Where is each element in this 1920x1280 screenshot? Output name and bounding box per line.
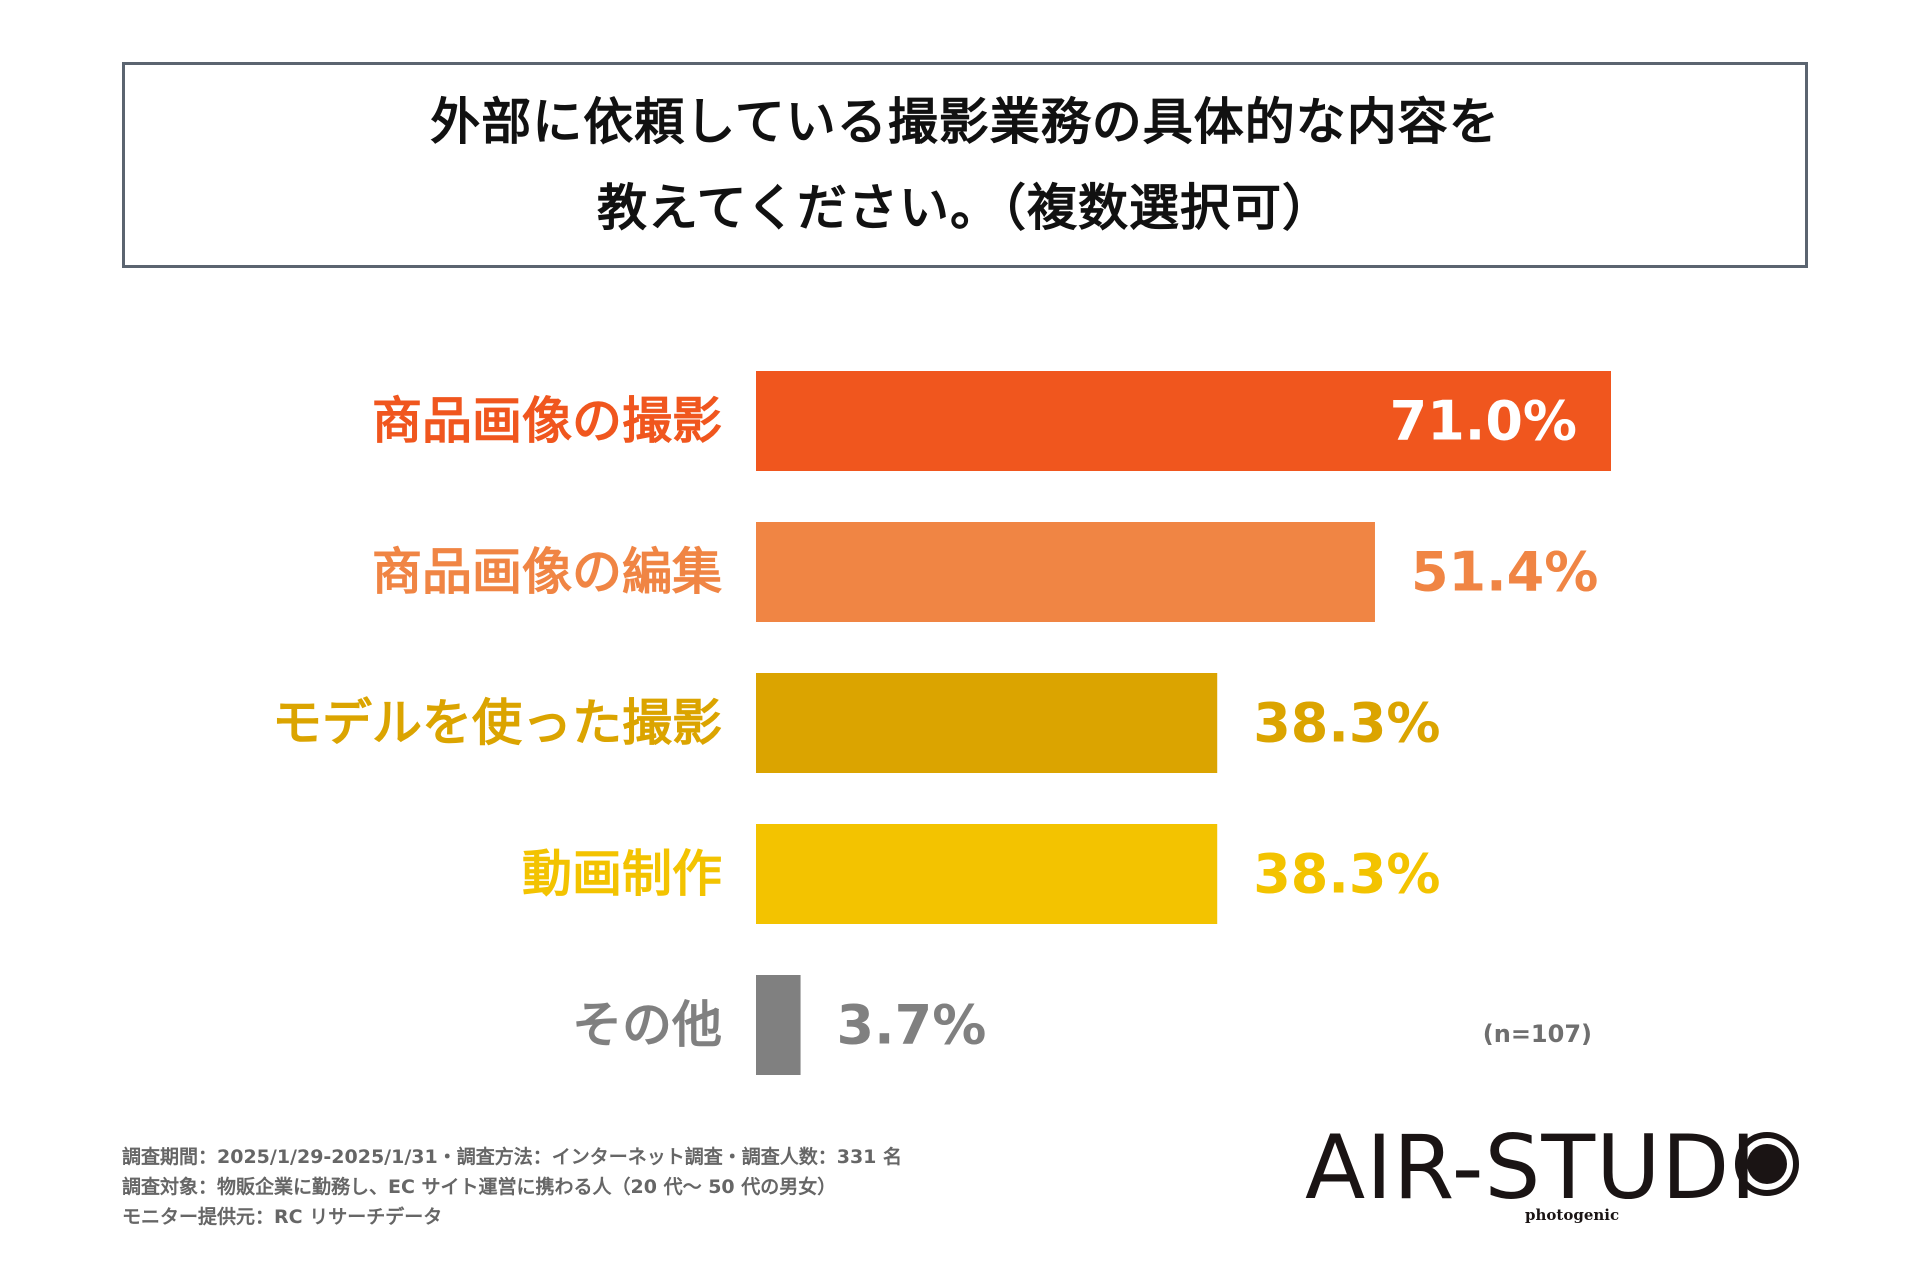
bar-2 <box>756 522 1375 622</box>
bar-3 <box>756 673 1218 773</box>
value-label-1: 71.0% <box>1390 390 1577 453</box>
value-label-5: 3.7% <box>837 994 987 1057</box>
value-label-3: 38.3% <box>1253 692 1440 755</box>
sample-size-note: (n=107) <box>1482 1020 1592 1048</box>
survey-target-line: 調査対象：物販企業に勤務し、EC サイト運営に携わる人（20 代〜 50 代の男… <box>122 1176 837 1198</box>
category-label-1: 商品画像の撮影 <box>372 392 722 450</box>
title-box: 外部に依頼している撮影業務の具体的な内容を 教えてください。（複数選択可） <box>122 62 1808 268</box>
survey-footer: 調査期間：2025/1/29-2025/1/31・調査方法：インターネット調査・… <box>122 1142 902 1232</box>
bar-4 <box>756 824 1218 924</box>
logo-text: AIR-STUDI <box>1305 1116 1758 1219</box>
bar-1 <box>756 371 1611 471</box>
bar-chart: 商品画像の撮影 71.0% 商品画像の編集 51.4% モデルを使った撮影 38.3% 動画… <box>272 371 1611 1075</box>
value-label-2: 51.4% <box>1411 541 1598 604</box>
value-label-4: 38.3% <box>1253 843 1440 906</box>
air-studio-logo: AIR-STUDI photogenic <box>1305 1118 1810 1228</box>
monitor-source-line: モニター提供元：RC リサーチデータ <box>122 1206 443 1228</box>
category-label-5: その他 <box>572 996 722 1054</box>
survey-period-line: 調査期間：2025/1/29-2025/1/31・調査方法：インターネット調査・… <box>122 1146 903 1168</box>
bar-5 <box>756 975 801 1075</box>
category-label-4: 動画制作 <box>522 845 722 903</box>
logo-subtext: photogenic <box>1525 1206 1620 1224</box>
category-label-2: 商品画像の編集 <box>372 543 722 601</box>
category-label-3: モデルを使った撮影 <box>272 694 722 752</box>
chart-title-line-1: 外部に依頼している撮影業務の具体的な内容を <box>430 93 1500 151</box>
logo-circle-icon <box>1735 1132 1799 1196</box>
chart-title-line-2: 教えてください。（複数選択可） <box>597 179 1333 237</box>
